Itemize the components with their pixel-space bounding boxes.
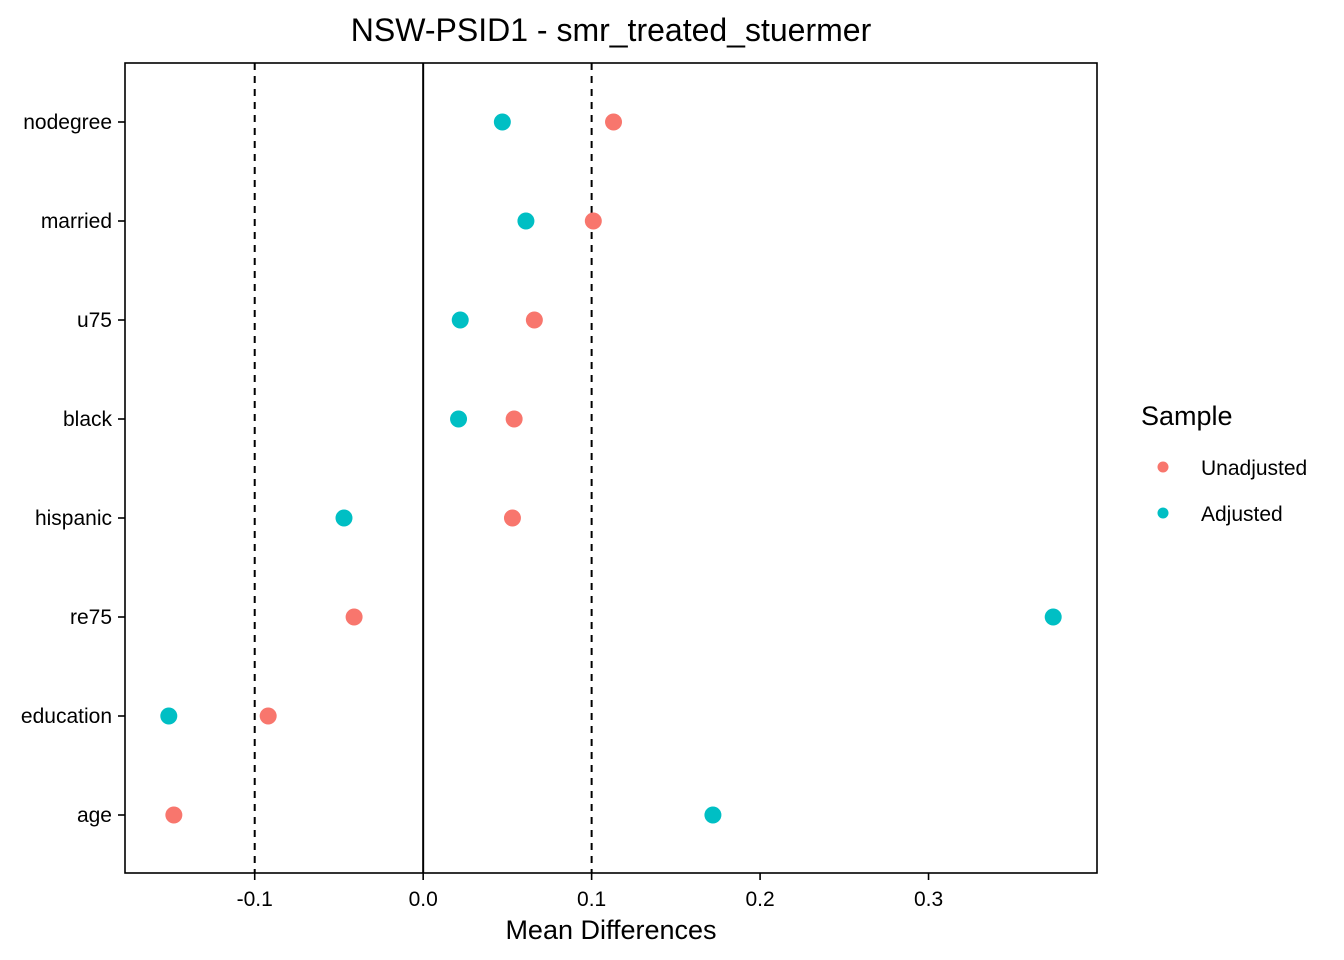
point-adjusted-black <box>450 410 468 428</box>
x-axis-title: Mean Differences <box>505 915 716 945</box>
x-tick-label-2: 0.1 <box>577 888 606 911</box>
y-tick-label-married: married <box>41 210 112 233</box>
legend-label-adjusted: Adjusted <box>1201 503 1283 526</box>
plot-panel <box>124 62 1098 874</box>
chart-title: NSW-PSID1 - smr_treated_stuermer <box>351 12 872 48</box>
legend-label-unadjusted: Unadjusted <box>1201 457 1307 480</box>
legend-key-unadjusted <box>1157 461 1169 473</box>
point-adjusted-age <box>704 806 722 824</box>
data-points <box>160 113 1062 824</box>
legend: Sample Unadjusted Adjusted <box>1141 401 1307 526</box>
point-unadjusted-education <box>259 707 277 725</box>
x-tick-label-0: -0.1 <box>237 888 273 911</box>
y-tick-label-education: education <box>21 705 112 728</box>
x-tick-label-1: 0.0 <box>409 888 438 911</box>
point-unadjusted-nodegree <box>605 113 623 131</box>
point-unadjusted-married <box>584 212 602 230</box>
point-adjusted-re75 <box>1044 608 1062 626</box>
point-adjusted-married <box>517 212 535 230</box>
y-tick-label-age: age <box>77 804 112 827</box>
point-adjusted-u75 <box>451 311 469 329</box>
x-tick-label-4: 0.3 <box>914 888 943 911</box>
point-unadjusted-u75 <box>525 311 543 329</box>
y-axis: nodegree married u75 black hispanic re75 educa… <box>21 111 125 827</box>
point-adjusted-education <box>160 707 178 725</box>
point-unadjusted-age <box>165 806 183 824</box>
legend-key-adjusted <box>1157 507 1169 519</box>
point-adjusted-hispanic <box>335 509 353 527</box>
x-axis: -0.1 0.0 0.1 0.2 0.3 <box>237 873 943 911</box>
y-tick-label-hispanic: hispanic <box>35 507 112 530</box>
point-unadjusted-black <box>505 410 523 428</box>
reference-lines <box>253 63 593 873</box>
point-unadjusted-hispanic <box>503 509 521 527</box>
y-tick-label-black: black <box>63 408 113 431</box>
x-tick-label-3: 0.2 <box>745 888 774 911</box>
point-unadjusted-re75 <box>345 608 363 626</box>
y-tick-label-u75: u75 <box>77 309 112 332</box>
legend-title: Sample <box>1141 401 1233 431</box>
y-tick-label-nodegree: nodegree <box>23 111 112 134</box>
y-tick-label-re75: re75 <box>70 606 112 629</box>
point-adjusted-nodegree <box>493 113 511 131</box>
